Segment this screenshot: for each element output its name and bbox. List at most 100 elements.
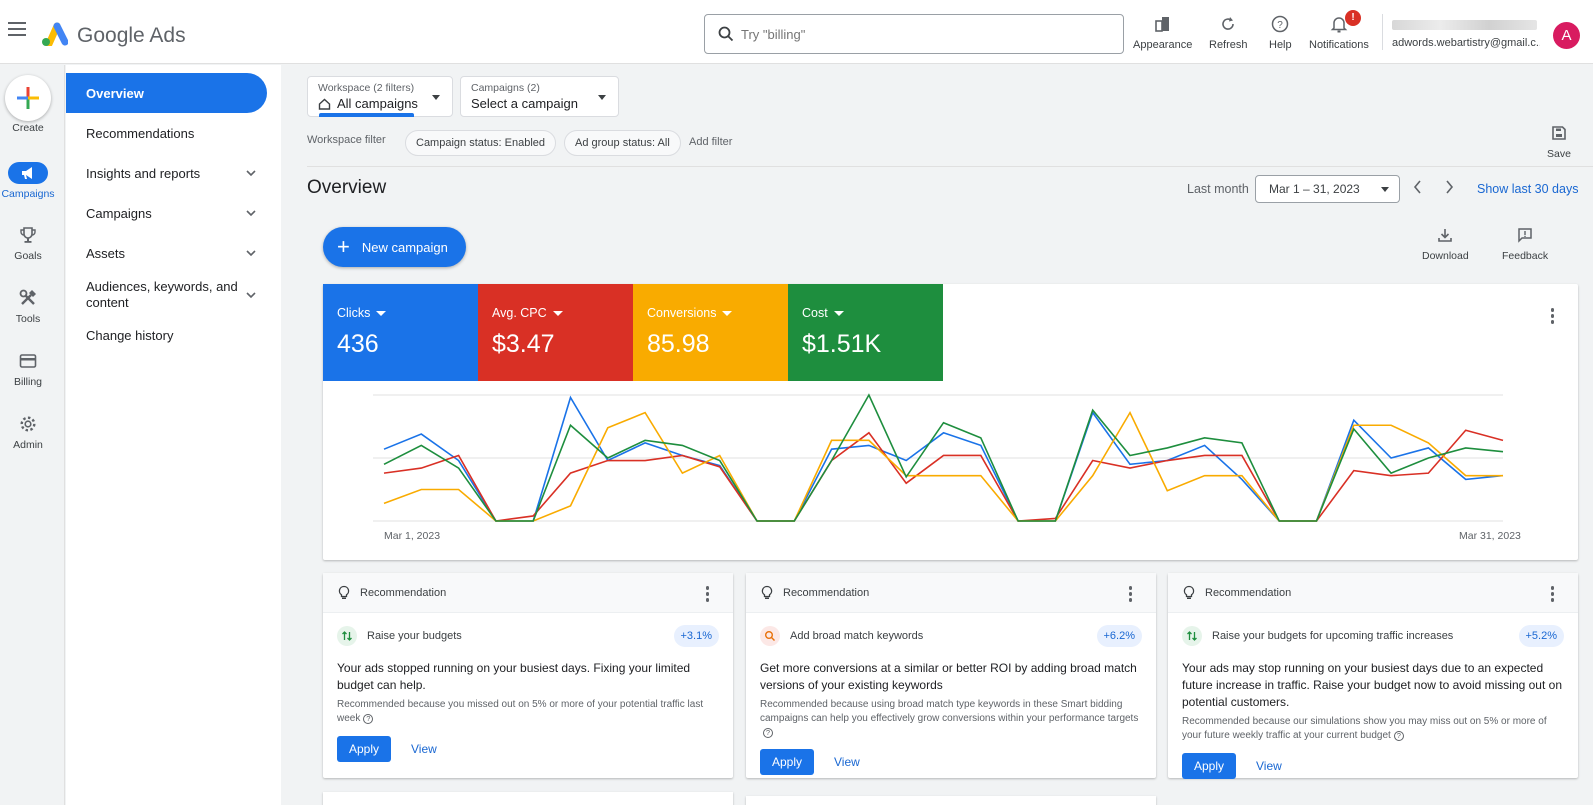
help-icon: ? [1272, 15, 1289, 33]
metric-label: Clicks [337, 306, 371, 320]
more-vert-icon[interactable] [1550, 308, 1554, 324]
more-vert-icon[interactable] [1128, 586, 1132, 602]
swap-vertical-icon [1182, 626, 1202, 646]
workspace-label: Workspace (2 filters) [318, 82, 415, 94]
nav-item-audiences[interactable]: Audiences, keywords, and content [66, 273, 267, 317]
nav-item-label: Change history [86, 327, 174, 343]
notification-badge: ! [1345, 10, 1361, 26]
search-box[interactable] [704, 14, 1124, 54]
help-icon[interactable]: ? [763, 728, 773, 738]
nav-item-recommendations[interactable]: Recommendations [66, 113, 267, 153]
recommendation-card-partial [746, 796, 1156, 805]
recommendation-reason-text: Recommended because using broad match ty… [760, 699, 1139, 724]
view-link[interactable]: View [834, 755, 860, 769]
nav-item-label: Assets [86, 245, 126, 261]
nav-item-campaigns[interactable]: Campaigns [66, 193, 267, 233]
date-range-dropdown[interactable]: Mar 1 – 31, 2023 [1255, 175, 1400, 203]
help-button[interactable]: ? Help [1269, 14, 1292, 51]
chevron-down-icon [246, 210, 256, 217]
more-vert-icon[interactable] [1550, 586, 1554, 602]
campaigns-select-label: Campaigns (2) [471, 82, 540, 94]
search-icon [718, 26, 734, 42]
series-line-conversions [383, 410, 1503, 522]
recommendation-header-label: Recommendation [360, 587, 447, 599]
appearance-button[interactable]: Appearance [1133, 14, 1192, 51]
trophy-icon [20, 227, 36, 243]
account-email[interactable]: adwords.webartistry@gmail.c... [1392, 37, 1540, 49]
uplift-badge: +5.2% [1518, 625, 1564, 647]
nav-item-label: Overview [86, 85, 144, 101]
appearance-label: Appearance [1133, 39, 1193, 51]
google-ads-logo[interactable] [40, 22, 68, 46]
chevron-right-icon[interactable] [1443, 179, 1455, 195]
recommendation-reason: Recommended because you missed out on 5%… [337, 698, 717, 726]
search-input[interactable] [741, 24, 1111, 44]
recommendation-reason-text: Recommended because our simulations show… [1182, 716, 1547, 741]
metric-card-conversions[interactable]: Conversions 85.98 [633, 284, 788, 381]
save-button[interactable]: Save [1547, 125, 1571, 160]
refresh-button[interactable]: Refresh [1209, 14, 1248, 51]
nav-item-overview[interactable]: Overview [66, 73, 267, 113]
nav-item-change-history[interactable]: Change history [66, 315, 267, 355]
svg-text:?: ? [1278, 20, 1284, 31]
apply-button[interactable]: Apply [760, 749, 815, 775]
filter-chip-campaign-status[interactable]: Campaign status: Enabled [405, 130, 557, 156]
chevron-down-icon [246, 250, 256, 257]
divider [307, 166, 1593, 167]
rail-item-admin[interactable]: Admin [0, 413, 56, 451]
metric-card-clicks[interactable]: Clicks 436 [323, 284, 478, 381]
metric-label: Conversions [647, 306, 717, 320]
performance-line-chart [373, 393, 1504, 522]
caret-down-icon [432, 95, 440, 100]
gear-icon [20, 416, 36, 432]
view-link[interactable]: View [1256, 759, 1282, 773]
feedback-button[interactable]: Feedback [1502, 227, 1548, 262]
nav-item-insights-and-reports[interactable]: Insights and reports [66, 153, 267, 193]
plus-icon: + [337, 234, 350, 259]
rail-item-tools[interactable]: Tools [0, 287, 56, 325]
apply-button[interactable]: Apply [337, 736, 392, 762]
rail-item-campaigns[interactable]: Campaigns [0, 162, 56, 200]
menu-icon[interactable] [8, 22, 26, 36]
avatar[interactable]: A [1553, 22, 1580, 49]
recommendation-header: Recommendation [746, 573, 1156, 613]
lightbulb-icon [338, 585, 350, 599]
recommendation-card: Recommendation Add broad match keywords … [746, 573, 1156, 778]
new-campaign-button[interactable]: + New campaign [323, 227, 466, 267]
metric-value: $3.47 [492, 330, 555, 358]
view-link[interactable]: View [411, 742, 437, 756]
save-label: Save [1547, 148, 1571, 160]
metric-value: 436 [337, 330, 379, 358]
metric-label: Cost [802, 306, 828, 320]
filter-chip-ad-group-status[interactable]: Ad group status: All [564, 130, 681, 156]
notifications-button[interactable]: ! Notifications [1309, 10, 1369, 51]
workspace-dropdown[interactable]: Workspace (2 filters) All campaigns [307, 76, 453, 117]
recommendation-type: Add broad match keywords [760, 626, 923, 646]
more-vert-icon[interactable] [705, 586, 709, 602]
apply-button[interactable]: Apply [1182, 753, 1237, 779]
rail-admin-label: Admin [13, 439, 43, 451]
chevron-down-icon [246, 170, 256, 177]
chevron-left-icon[interactable] [1412, 179, 1424, 195]
campaigns-dropdown[interactable]: Campaigns (2) Select a campaign [460, 76, 619, 117]
download-button[interactable]: Download [1422, 227, 1469, 262]
create-button[interactable] [5, 75, 51, 121]
add-filter-link[interactable]: Add filter [689, 136, 733, 148]
plus-icon [17, 87, 39, 109]
home-icon [318, 98, 331, 110]
metric-card-avg-cpc[interactable]: Avg. CPC $3.47 [478, 284, 633, 381]
help-icon[interactable]: ? [1393, 731, 1404, 741]
rail-create-label: Create [12, 122, 44, 134]
rail-item-goals[interactable]: Goals [0, 224, 56, 262]
performance-chart-card: Clicks 436 Avg. CPC $3.47 Conversions 85… [323, 284, 1578, 560]
recommendation-reason-text: Recommended because you missed out on 5%… [337, 699, 704, 724]
refresh-icon [1222, 17, 1235, 30]
help-icon[interactable]: ? [363, 714, 374, 724]
metric-card-cost[interactable]: Cost $1.51K [788, 284, 943, 381]
show-last-30-days-link[interactable]: Show last 30 days [1477, 182, 1579, 196]
account-name-redacted[interactable] [1392, 20, 1537, 30]
nav-item-assets[interactable]: Assets [66, 233, 267, 273]
rail-item-billing[interactable]: Billing [0, 350, 56, 388]
recommendation-title: Your ads may stop running on your busies… [1182, 661, 1562, 709]
feedback-icon [1518, 228, 1532, 243]
